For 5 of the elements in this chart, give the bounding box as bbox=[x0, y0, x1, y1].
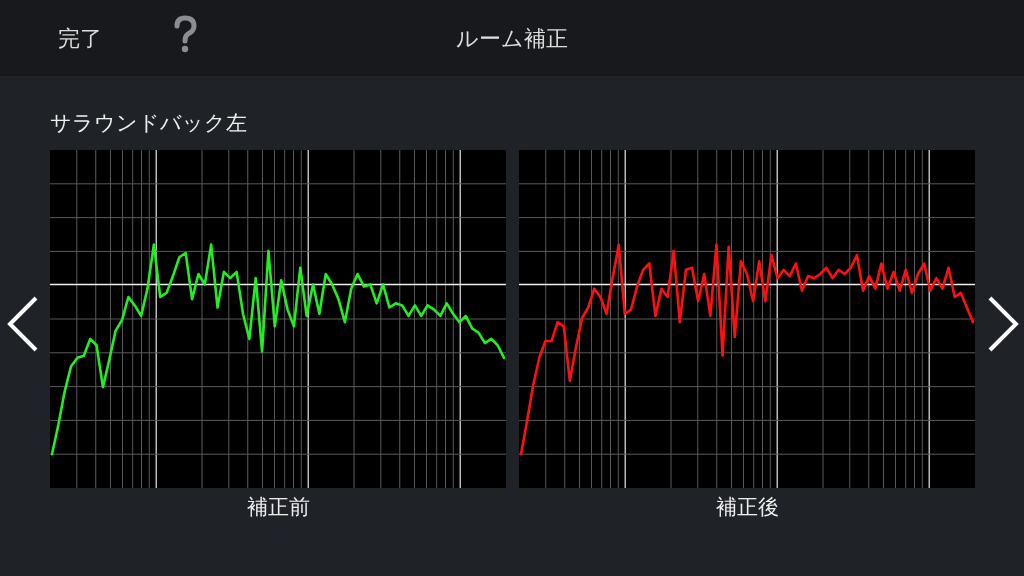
x-axis-title: 補正後 bbox=[715, 495, 779, 519]
text: ルーム補正 bbox=[456, 26, 568, 51]
text: 完了 bbox=[58, 26, 102, 51]
x-axis-title: 補正前 bbox=[246, 495, 310, 519]
chart-title: サラウンドバック左 bbox=[50, 111, 247, 135]
